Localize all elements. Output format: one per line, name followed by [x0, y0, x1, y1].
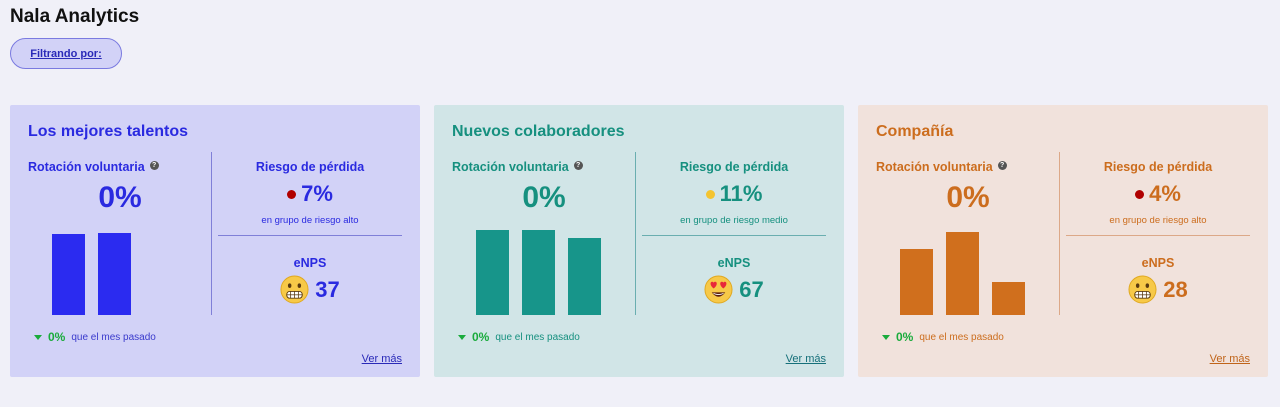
rotation-bar	[900, 249, 933, 315]
help-icon[interactable]: ?	[149, 161, 159, 170]
enps-row: 67	[642, 275, 826, 304]
heart-eyes-emoji-icon	[704, 275, 733, 304]
risk-label: Riesgo de pérdida	[679, 160, 789, 174]
ver-mas-link[interactable]: Ver más	[785, 353, 826, 365]
rotation-value: 0%	[98, 181, 142, 214]
trend-down-icon	[882, 334, 890, 340]
trend-down-icon	[458, 334, 466, 340]
enps-label: eNPS	[1141, 256, 1175, 270]
enps-value: 67	[739, 276, 764, 302]
app-title: Nala Analytics	[10, 6, 140, 27]
enps-row: 28	[1066, 275, 1250, 304]
risk-row: 4%	[1066, 181, 1250, 207]
rotation-bar-chart	[28, 227, 212, 315]
rotation-label-text: Rotación voluntaria	[28, 160, 145, 174]
change-text: que el mes pasado	[495, 331, 580, 343]
rotation-bar	[522, 230, 555, 315]
grimace-emoji-icon	[1128, 275, 1157, 304]
card-title: Nuevos colaboradores	[452, 123, 625, 140]
risk-dot-icon	[705, 189, 715, 199]
risk-value: 4%	[1149, 181, 1181, 206]
card-title: Compañía	[876, 123, 954, 140]
trend-down-icon	[34, 334, 42, 340]
rotation-bar	[98, 233, 131, 315]
rotation-bar-chart	[452, 227, 636, 315]
risk-row: 7%	[218, 181, 402, 207]
horizontal-divider	[218, 235, 402, 236]
risk-dot-icon	[1135, 189, 1145, 199]
filter-button[interactable]: Filtrando por:	[10, 38, 122, 69]
ver-mas-link[interactable]: Ver más	[361, 353, 402, 365]
rotation-label: Rotación voluntaria?	[452, 160, 583, 174]
card-title: Los mejores talentos	[28, 123, 189, 140]
vertical-divider	[1059, 152, 1060, 315]
change-text: que el mes pasado	[71, 331, 156, 343]
change-text: que el mes pasado	[919, 331, 1004, 343]
rotation-bar	[946, 232, 979, 315]
rotation-bar-chart	[876, 227, 1060, 315]
grimace-emoji-icon	[280, 275, 309, 304]
risk-value: 11%	[719, 181, 763, 206]
enps-label: eNPS	[293, 256, 327, 270]
enps-value: 37	[315, 276, 340, 302]
rotation-bar	[568, 238, 601, 315]
rotation-bar	[476, 230, 509, 315]
rotation-change: 0% que el mes pasado	[458, 330, 580, 344]
horizontal-divider	[642, 235, 826, 236]
rotation-bar	[52, 234, 85, 315]
rotation-change: 0% que el mes pasado	[34, 330, 156, 344]
vertical-divider	[211, 152, 212, 315]
change-value: 0%	[48, 330, 66, 344]
risk-dot-icon	[287, 189, 297, 199]
change-value: 0%	[472, 330, 490, 344]
rotation-value: 0%	[946, 181, 990, 214]
risk-label: Riesgo de pérdida	[255, 160, 365, 174]
risk-row: 11%	[642, 181, 826, 207]
rotation-value: 0%	[522, 181, 566, 214]
risk-group: en grupo de riesgo alto	[1109, 215, 1207, 226]
enps-value: 28	[1163, 276, 1188, 302]
enps-row: 37	[218, 275, 402, 304]
card-company: Compañía Rotación voluntaria? 0% 0% que …	[858, 105, 1268, 377]
rotation-change: 0% que el mes pasado	[882, 330, 1004, 344]
vertical-divider	[635, 152, 636, 315]
rotation-bar	[992, 282, 1025, 315]
rotation-label: Rotación voluntaria?	[28, 160, 159, 174]
risk-label: Riesgo de pérdida	[1103, 160, 1213, 174]
card-new-employees: Nuevos colaboradores Rotación voluntaria…	[434, 105, 844, 377]
help-icon[interactable]: ?	[997, 161, 1007, 170]
enps-label: eNPS	[717, 256, 751, 270]
risk-group: en grupo de riesgo alto	[261, 215, 359, 226]
card-top-talent: Los mejores talentos Rotación voluntaria…	[10, 105, 420, 377]
help-icon[interactable]: ?	[573, 161, 583, 170]
risk-value: 7%	[301, 181, 333, 206]
risk-group: en grupo de riesgo medio	[680, 215, 788, 226]
horizontal-divider	[1066, 235, 1250, 236]
change-value: 0%	[896, 330, 914, 344]
ver-mas-link[interactable]: Ver más	[1209, 353, 1250, 365]
rotation-label-text: Rotación voluntaria	[876, 160, 993, 174]
rotation-label-text: Rotación voluntaria	[452, 160, 569, 174]
rotation-label: Rotación voluntaria?	[876, 160, 1007, 174]
